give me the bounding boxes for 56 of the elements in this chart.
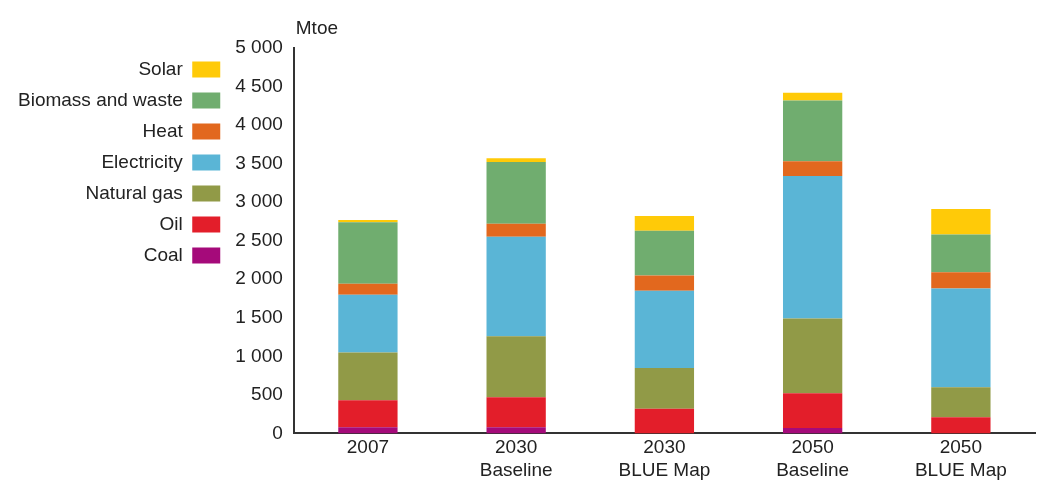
y-tick-label: 4 000 bbox=[235, 113, 283, 135]
legend-label: Natural gas bbox=[85, 181, 183, 203]
bar bbox=[338, 222, 398, 284]
bar bbox=[931, 272, 991, 289]
y-tick-label: 3 500 bbox=[235, 151, 283, 173]
y-tick-label: 5 000 bbox=[235, 36, 283, 58]
x-tick-label: 2030 Baseline bbox=[479, 436, 553, 480]
y-tick-label: 3 000 bbox=[235, 190, 283, 212]
bar bbox=[634, 216, 695, 231]
x-tick-label: 2007 bbox=[346, 436, 390, 458]
y-tick-label: 2 000 bbox=[235, 267, 283, 289]
x-tick-label: 2050 BLUE Map bbox=[914, 436, 1007, 480]
bar bbox=[486, 336, 546, 398]
bar bbox=[486, 236, 546, 337]
bar bbox=[782, 318, 843, 394]
bar bbox=[338, 427, 398, 434]
bar bbox=[338, 352, 398, 401]
y-tick-label: 2 500 bbox=[235, 228, 283, 250]
legend-label: Electricity bbox=[101, 150, 184, 172]
bar bbox=[634, 408, 695, 434]
bar bbox=[486, 158, 546, 163]
bar bbox=[931, 387, 991, 418]
bar bbox=[338, 283, 398, 295]
bar bbox=[782, 428, 843, 434]
bar bbox=[931, 209, 991, 235]
y-tick-label: 0 bbox=[272, 421, 283, 443]
bar bbox=[634, 367, 695, 409]
y-tick-label: 1 000 bbox=[235, 344, 283, 366]
bar bbox=[782, 100, 843, 162]
bar bbox=[782, 92, 843, 101]
bar bbox=[931, 417, 991, 434]
legend-label: Biomass and waste bbox=[18, 88, 183, 110]
legend-label: Oil bbox=[159, 212, 183, 234]
bar bbox=[931, 234, 991, 273]
bar bbox=[338, 400, 398, 428]
legend-label: Solar bbox=[138, 57, 184, 79]
y-tick-label: 500 bbox=[251, 383, 283, 405]
y-axis-title: Mtoe bbox=[295, 16, 339, 38]
bar bbox=[486, 427, 546, 434]
bar bbox=[782, 175, 843, 319]
bar bbox=[634, 275, 695, 291]
bar bbox=[486, 397, 546, 428]
y-tick-label: 1 500 bbox=[235, 306, 283, 328]
legend-label: Coal bbox=[143, 243, 183, 265]
y-tick-label: 4 500 bbox=[235, 74, 283, 96]
x-tick-label: 2030 BLUE Map bbox=[618, 436, 711, 480]
bar bbox=[486, 223, 546, 237]
bar bbox=[486, 162, 546, 224]
bar bbox=[782, 161, 843, 176]
bar bbox=[634, 230, 695, 276]
bar bbox=[634, 290, 695, 368]
bar bbox=[338, 294, 398, 353]
x-tick-label: 2050 Baseline bbox=[776, 436, 850, 480]
legend-label: Heat bbox=[142, 119, 184, 141]
bar bbox=[782, 393, 843, 428]
bar bbox=[931, 288, 991, 388]
